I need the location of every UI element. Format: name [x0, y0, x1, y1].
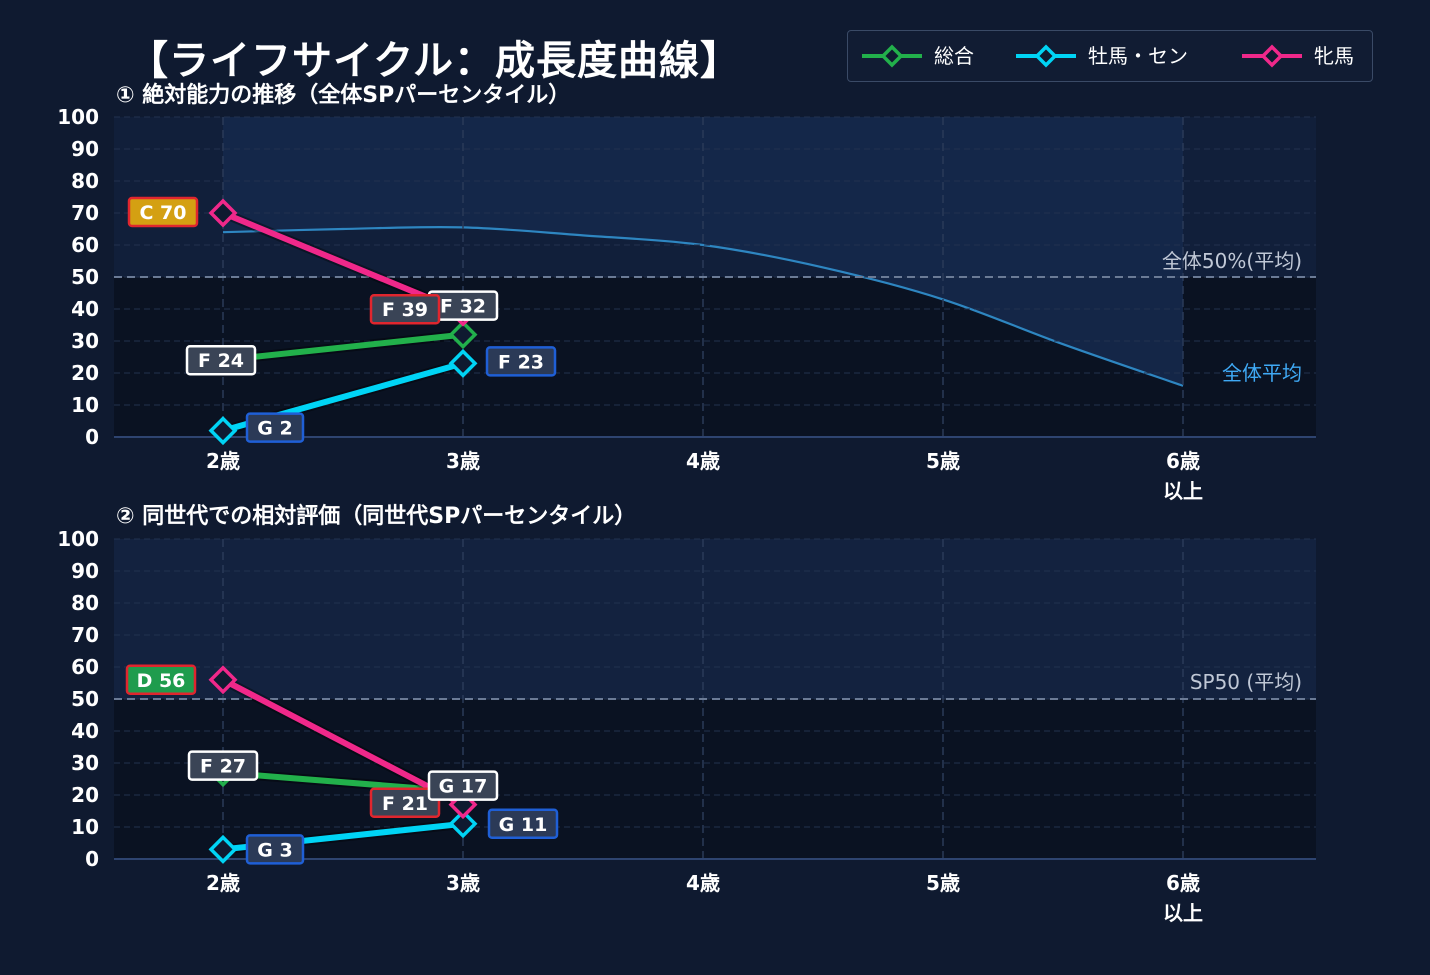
data-label-text: G 17 [439, 776, 488, 798]
reference-label: SP50 (平均) [1190, 670, 1302, 694]
x-tick-label: 6歳 [1166, 871, 1200, 895]
data-label-box [125, 664, 197, 696]
data-label-male: G 11 [487, 808, 559, 840]
series-line-total [222, 331, 464, 364]
data-point-total [448, 320, 478, 350]
legend-label-female: 牝馬 [1314, 44, 1354, 68]
chart-title: 【ライフサイクル：成長度曲線】 [128, 38, 741, 84]
data-label-box [427, 770, 499, 801]
y-tick-label: 20 [71, 783, 99, 807]
y-tick-label: 80 [71, 169, 99, 193]
average-curve-label: 全体平均 [1222, 361, 1302, 385]
data-label-female: C 70 [127, 196, 199, 228]
data-label-box [185, 344, 257, 376]
data-label-box [487, 808, 559, 840]
data-label-text: F 27 [200, 756, 246, 778]
data-label-text: G 2 [257, 418, 292, 440]
data-label-text: F 24 [198, 350, 244, 372]
x-tick-label: 5歳 [926, 449, 960, 473]
y-tick-label: 30 [71, 751, 99, 775]
y-tick-label: 0 [85, 847, 99, 871]
chart-subtitle: ② 同世代での相対評価（同世代SPパーセンタイル） [116, 503, 636, 529]
y-tick-label: 10 [71, 815, 99, 839]
data-label-box [127, 196, 199, 228]
legend-label-total: 総合 [934, 44, 974, 68]
x-tick-label: 4歳 [686, 871, 720, 895]
data-point-male [208, 416, 238, 446]
y-tick-label: 40 [71, 297, 99, 321]
data-label-box [485, 346, 557, 377]
y-tick-label: 50 [71, 687, 99, 711]
data-label-female: G 17 [427, 770, 499, 801]
upper-band [114, 539, 1316, 699]
y-tick-label: 70 [71, 623, 99, 647]
data-label-box [187, 750, 259, 781]
x-tick-label: 2歳 [206, 871, 240, 895]
data-label-total: F 27 [187, 750, 259, 781]
data-label-box [369, 787, 441, 819]
y-tick-label: 20 [71, 361, 99, 385]
data-point-male [208, 834, 238, 864]
data-point-male [448, 348, 478, 378]
data-label-male: G 2 [245, 412, 305, 443]
data-label-male: G 3 [245, 834, 305, 865]
data-label-total: F 32 [427, 290, 499, 321]
legend: 総合 牡馬・セン 牝馬 [847, 30, 1373, 82]
data-label-total: F 24 [185, 344, 257, 376]
y-tick-label: 10 [71, 393, 99, 417]
x-tick-label: 2歳 [206, 449, 240, 473]
x-tick-label: 5歳 [926, 871, 960, 895]
y-tick-label: 30 [71, 329, 99, 353]
data-label-text: C 70 [140, 202, 187, 224]
y-tick-label: 60 [71, 233, 99, 257]
y-tick-label: 60 [71, 655, 99, 679]
legend-marker-male [1034, 44, 1058, 68]
data-label-total: F 21 [369, 787, 441, 819]
data-point-female [208, 665, 238, 695]
data-label-box [369, 293, 441, 325]
data-label-text: F 39 [382, 299, 428, 321]
data-point-female [208, 198, 238, 228]
y-tick-label: 50 [71, 265, 99, 289]
x-tick-label: 6歳 [1166, 449, 1200, 473]
data-label-box [245, 834, 305, 865]
y-tick-label: 90 [71, 137, 99, 161]
data-label-text: G 3 [257, 839, 292, 861]
data-label-text: G 11 [499, 814, 548, 836]
data-label-female: F 39 [369, 293, 441, 325]
x-tick-label: 3歳 [446, 449, 480, 473]
y-tick-label: 100 [57, 527, 99, 551]
x-tick-label: 4歳 [686, 449, 720, 473]
reference-label: 全体50%(平均) [1162, 249, 1302, 273]
data-label-text: F 32 [440, 296, 486, 318]
data-label-box [245, 412, 305, 443]
x-tick-label: 以上 [1163, 479, 1203, 503]
y-tick-label: 100 [57, 105, 99, 129]
legend-marker-total [880, 44, 904, 68]
average-curve [222, 225, 1184, 387]
data-label-text: D 56 [137, 670, 186, 692]
x-tick-label: 3歳 [446, 871, 480, 895]
legend-label-male: 牡馬・セン [1088, 44, 1188, 68]
y-tick-label: 70 [71, 201, 99, 225]
chart-subtitle: ① 絶対能力の推移（全体SPパーセンタイル） [116, 82, 570, 108]
x-tick-label: 以上 [1163, 901, 1203, 925]
data-label-text: F 21 [382, 793, 428, 815]
legend-graphics: 総合 牡馬・セン 牝馬 [862, 44, 1354, 68]
y-tick-label: 0 [85, 425, 99, 449]
data-point-male [448, 809, 478, 839]
y-tick-label: 80 [71, 591, 99, 615]
series-line-female [221, 677, 465, 808]
data-label-female: D 56 [125, 664, 197, 696]
y-tick-label: 90 [71, 559, 99, 583]
data-label-text: F 23 [498, 351, 544, 373]
data-label-male: F 23 [485, 346, 557, 377]
y-tick-label: 40 [71, 719, 99, 743]
legend-marker-female [1260, 44, 1284, 68]
